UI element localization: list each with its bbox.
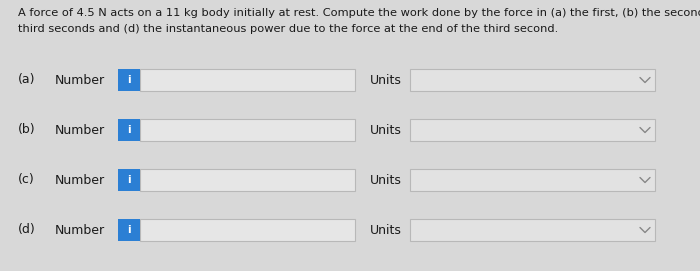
Text: i: i	[127, 225, 131, 235]
Text: i: i	[127, 125, 131, 135]
FancyBboxPatch shape	[410, 69, 655, 91]
Text: Number: Number	[55, 173, 105, 186]
FancyBboxPatch shape	[140, 219, 355, 241]
FancyBboxPatch shape	[140, 119, 355, 141]
Text: A force of 4.5 N acts on a 11 kg body initially at rest. Compute the work done b: A force of 4.5 N acts on a 11 kg body in…	[18, 8, 700, 18]
Text: Units: Units	[370, 73, 402, 86]
FancyBboxPatch shape	[118, 69, 140, 91]
Text: (c): (c)	[18, 173, 35, 186]
FancyBboxPatch shape	[118, 169, 140, 191]
Text: (d): (d)	[18, 224, 36, 237]
Text: (a): (a)	[18, 73, 36, 86]
Text: (b): (b)	[18, 124, 36, 137]
Text: i: i	[127, 175, 131, 185]
Text: Units: Units	[370, 124, 402, 137]
Text: Number: Number	[55, 73, 105, 86]
FancyBboxPatch shape	[140, 69, 355, 91]
FancyBboxPatch shape	[410, 219, 655, 241]
Text: Units: Units	[370, 224, 402, 237]
Text: i: i	[127, 75, 131, 85]
Text: Units: Units	[370, 173, 402, 186]
FancyBboxPatch shape	[140, 169, 355, 191]
FancyBboxPatch shape	[410, 169, 655, 191]
Text: third seconds and (d) the instantaneous power due to the force at the end of the: third seconds and (d) the instantaneous …	[18, 24, 559, 34]
Text: Number: Number	[55, 124, 105, 137]
Text: Number: Number	[55, 224, 105, 237]
FancyBboxPatch shape	[118, 219, 140, 241]
FancyBboxPatch shape	[410, 119, 655, 141]
FancyBboxPatch shape	[118, 119, 140, 141]
